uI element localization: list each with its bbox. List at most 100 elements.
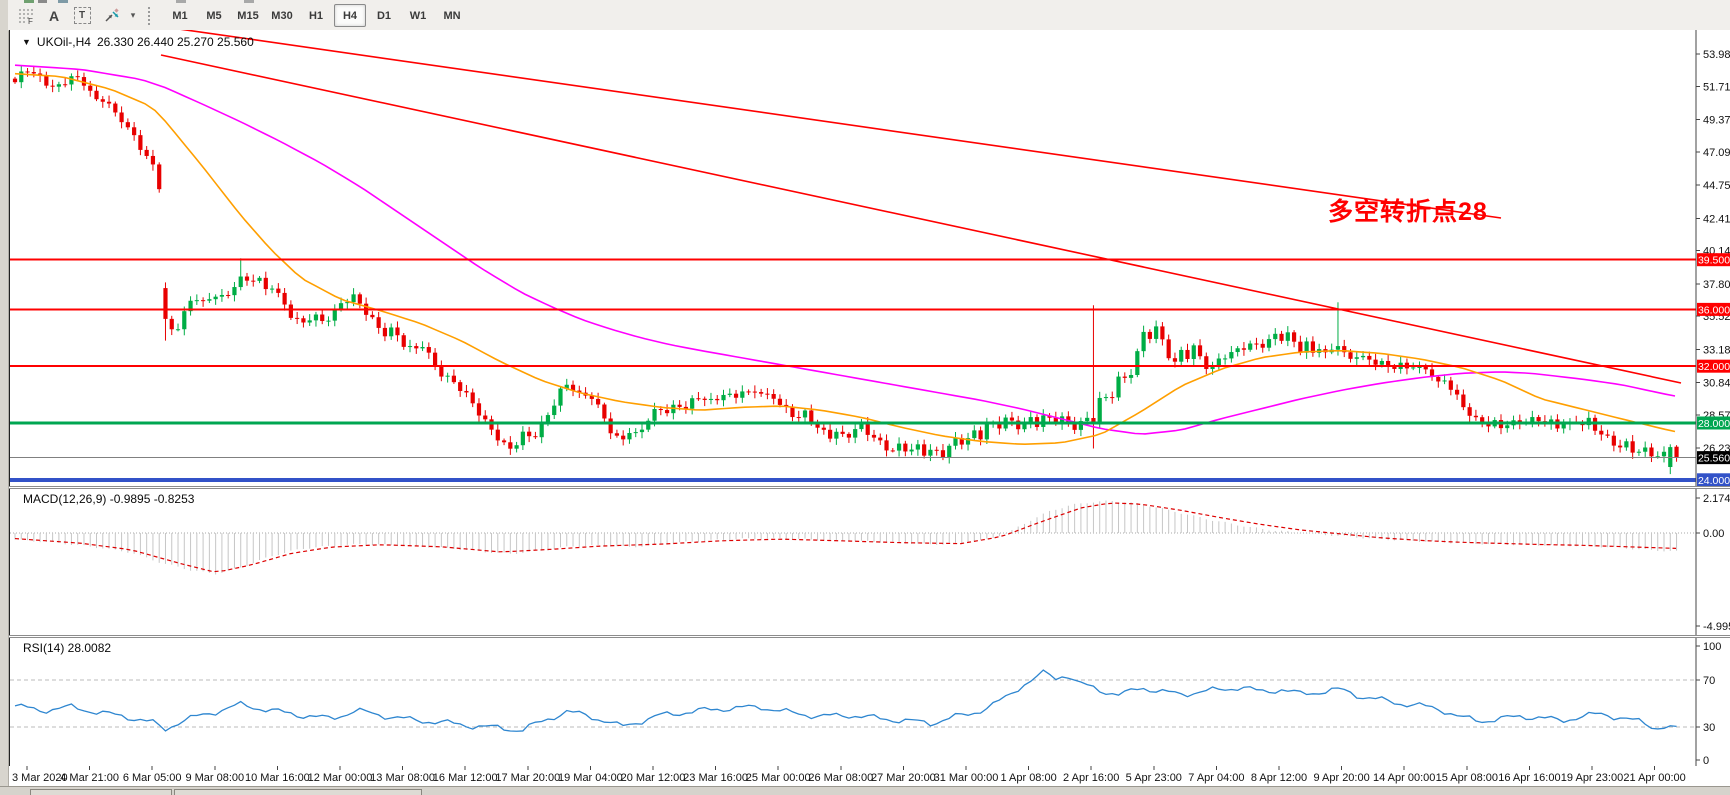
clipped-toolbar-icon xyxy=(38,0,47,3)
timeframe-m1-button[interactable]: M1 xyxy=(172,9,188,22)
clipped-toolbar-icon xyxy=(24,0,34,3)
chart-tab-bar xyxy=(0,786,1730,795)
svg-text:6 Mar 05:00: 6 Mar 05:00 xyxy=(123,772,182,784)
timeframe-d1-button[interactable]: D1 xyxy=(376,9,392,22)
chart-title: ▼ UKOil-,H4 26.330 26.440 25.270 25.560 xyxy=(22,35,254,49)
chart-tab[interactable] xyxy=(174,789,422,795)
svg-text:12 Mar 00:00: 12 Mar 00:00 xyxy=(308,772,373,784)
svg-text:30: 30 xyxy=(1703,722,1715,734)
svg-text:15 Apr 08:00: 15 Apr 08:00 xyxy=(1436,772,1498,784)
toolbar-grip[interactable] xyxy=(148,6,155,25)
clipped-toolbar-icon xyxy=(176,0,186,3)
svg-text:30.845: 30.845 xyxy=(1703,378,1730,390)
svg-text:70: 70 xyxy=(1703,675,1715,687)
timeframe-h4-button[interactable]: H4 xyxy=(334,4,366,27)
svg-text:19 Apr 23:00: 19 Apr 23:00 xyxy=(1561,772,1623,784)
text-box-glyph: T xyxy=(73,7,91,24)
svg-text:1 Apr 08:00: 1 Apr 08:00 xyxy=(1000,772,1056,784)
svg-text:25.560: 25.560 xyxy=(1698,453,1730,465)
svg-text:4 Mar 21:00: 4 Mar 21:00 xyxy=(60,772,119,784)
svg-text:32.000: 32.000 xyxy=(1698,361,1730,373)
svg-text:9 Mar 08:00: 9 Mar 08:00 xyxy=(185,772,244,784)
time-axis[interactable]: 3 Mar 2020 4 Mar 21:00 6 Mar 05:00 9 Mar 08… xyxy=(9,766,1730,786)
window-left-edge xyxy=(0,0,9,795)
clipped-toolbar-icon xyxy=(244,0,254,3)
timeframe-w1-button[interactable]: W1 xyxy=(409,9,427,22)
arrow-tools-glyph xyxy=(105,7,119,22)
svg-text:36.000: 36.000 xyxy=(1698,304,1730,316)
svg-text:7 Apr 04:00: 7 Apr 04:00 xyxy=(1188,772,1244,784)
ohlc-values: 26.330 26.440 25.270 25.560 xyxy=(96,35,254,49)
text-box-icon[interactable]: T xyxy=(69,4,95,28)
svg-text:24.000: 24.000 xyxy=(1698,475,1730,486)
main-chart-panel[interactable]: 53.98551.71049.37047.09544.75542.41540.1… xyxy=(9,30,1730,486)
arrow-tools-dropdown-icon[interactable]: ▾ xyxy=(130,10,136,20)
svg-text:5 Apr 23:00: 5 Apr 23:00 xyxy=(1126,772,1182,784)
timeframe-m5-button[interactable]: M5 xyxy=(206,9,222,22)
clipped-toolbar-icon xyxy=(58,0,68,3)
toolbar: F A T ▾ M1 M5 M15 M30 H1 H4 D1 xyxy=(8,0,1730,31)
svg-text:37.800: 37.800 xyxy=(1703,279,1730,291)
macd-canvas[interactable]: 2.1745 0.00 -4.9955 xyxy=(10,489,1730,635)
svg-text:31 Mar 00:00: 31 Mar 00:00 xyxy=(934,772,999,784)
dotted-grid-icon[interactable]: F xyxy=(13,4,39,28)
rsi-label: RSI(14) 28.0082 xyxy=(23,641,112,655)
svg-text:9 Apr 20:00: 9 Apr 20:00 xyxy=(1313,772,1369,784)
svg-text:100: 100 xyxy=(1703,641,1721,653)
svg-text:0.00: 0.00 xyxy=(1703,528,1724,540)
svg-text:20 Mar 12:00: 20 Mar 12:00 xyxy=(621,772,686,784)
svg-text:16 Apr 16:00: 16 Apr 16:00 xyxy=(1498,772,1560,784)
panel-separator[interactable] xyxy=(9,637,1730,638)
toolbar-row: F A T ▾ M1 M5 M15 M30 H1 H4 D1 xyxy=(12,4,469,27)
svg-text:44.755: 44.755 xyxy=(1703,180,1730,192)
svg-text:2 Apr 16:00: 2 Apr 16:00 xyxy=(1063,772,1119,784)
timeframe-m30-button[interactable]: M30 xyxy=(271,9,293,22)
arrow-tools-icon[interactable] xyxy=(97,4,127,28)
svg-text:26 Mar 08:00: 26 Mar 08:00 xyxy=(808,772,873,784)
rsi-canvas[interactable]: 100 70 30 0 xyxy=(10,638,1730,766)
svg-text:0: 0 xyxy=(1703,755,1709,766)
svg-text:21 Apr 00:00: 21 Apr 00:00 xyxy=(1623,772,1685,784)
panel-separator[interactable] xyxy=(9,488,1730,489)
svg-text:-4.9955: -4.9955 xyxy=(1703,621,1730,633)
text-label-icon[interactable]: A xyxy=(41,4,67,28)
svg-text:23 Mar 16:00: 23 Mar 16:00 xyxy=(683,772,748,784)
svg-text:27 Mar 20:00: 27 Mar 20:00 xyxy=(871,772,936,784)
svg-text:49.370: 49.370 xyxy=(1703,115,1730,127)
panel-separator[interactable] xyxy=(9,635,1730,636)
panel-separator[interactable] xyxy=(9,486,1730,487)
svg-text:13 Mar 08:00: 13 Mar 08:00 xyxy=(370,772,435,784)
svg-text:14 Apr 00:00: 14 Apr 00:00 xyxy=(1373,772,1435,784)
text-label-glyph: A xyxy=(48,7,60,24)
svg-text:16 Mar 12:00: 16 Mar 12:00 xyxy=(433,772,498,784)
svg-text:39.500: 39.500 xyxy=(1698,255,1730,267)
svg-text:47.095: 47.095 xyxy=(1703,147,1730,159)
svg-text:33.185: 33.185 xyxy=(1703,344,1730,356)
svg-text:19 Mar 04:00: 19 Mar 04:00 xyxy=(558,772,623,784)
symbol-dropdown-icon[interactable]: ▼ xyxy=(22,37,31,47)
timeframe-m15-button[interactable]: M15 xyxy=(237,9,259,22)
svg-text:F: F xyxy=(28,17,33,24)
svg-text:3 Mar 2020: 3 Mar 2020 xyxy=(12,772,68,784)
svg-text:25 Mar 00:00: 25 Mar 00:00 xyxy=(746,772,811,784)
svg-text:8 Apr 12:00: 8 Apr 12:00 xyxy=(1251,772,1307,784)
annotation-text: 多空转折点28 xyxy=(1328,198,1488,226)
svg-text:53.985: 53.985 xyxy=(1703,49,1730,61)
symbol-label: UKOil-,H4 xyxy=(36,35,91,49)
timeframe-mn-button[interactable]: MN xyxy=(443,9,461,22)
svg-text:17 Mar 20:00: 17 Mar 20:00 xyxy=(495,772,560,784)
timeframe-h1-button[interactable]: H1 xyxy=(308,9,324,22)
svg-text:51.710: 51.710 xyxy=(1703,81,1730,93)
svg-text:10 Mar 16:00: 10 Mar 16:00 xyxy=(245,772,310,784)
rsi-panel[interactable]: 100 70 30 0 RSI(14) 28.0082 xyxy=(9,638,1730,766)
svg-text:2.1745: 2.1745 xyxy=(1703,493,1730,505)
svg-text:42.415: 42.415 xyxy=(1703,213,1730,225)
macd-label: MACD(12,26,9) -0.9895 -0.8253 xyxy=(23,492,195,506)
chart-tab[interactable] xyxy=(30,789,172,795)
macd-panel[interactable]: 2.1745 0.00 -4.9955 MACD(12,26,9) -0.9895 … xyxy=(9,489,1730,635)
dotted-grid-glyph: F xyxy=(18,8,33,24)
main-chart-canvas[interactable]: 53.98551.71049.37047.09544.75542.41540.1… xyxy=(10,30,1730,486)
svg-text:28.000: 28.000 xyxy=(1698,418,1730,430)
